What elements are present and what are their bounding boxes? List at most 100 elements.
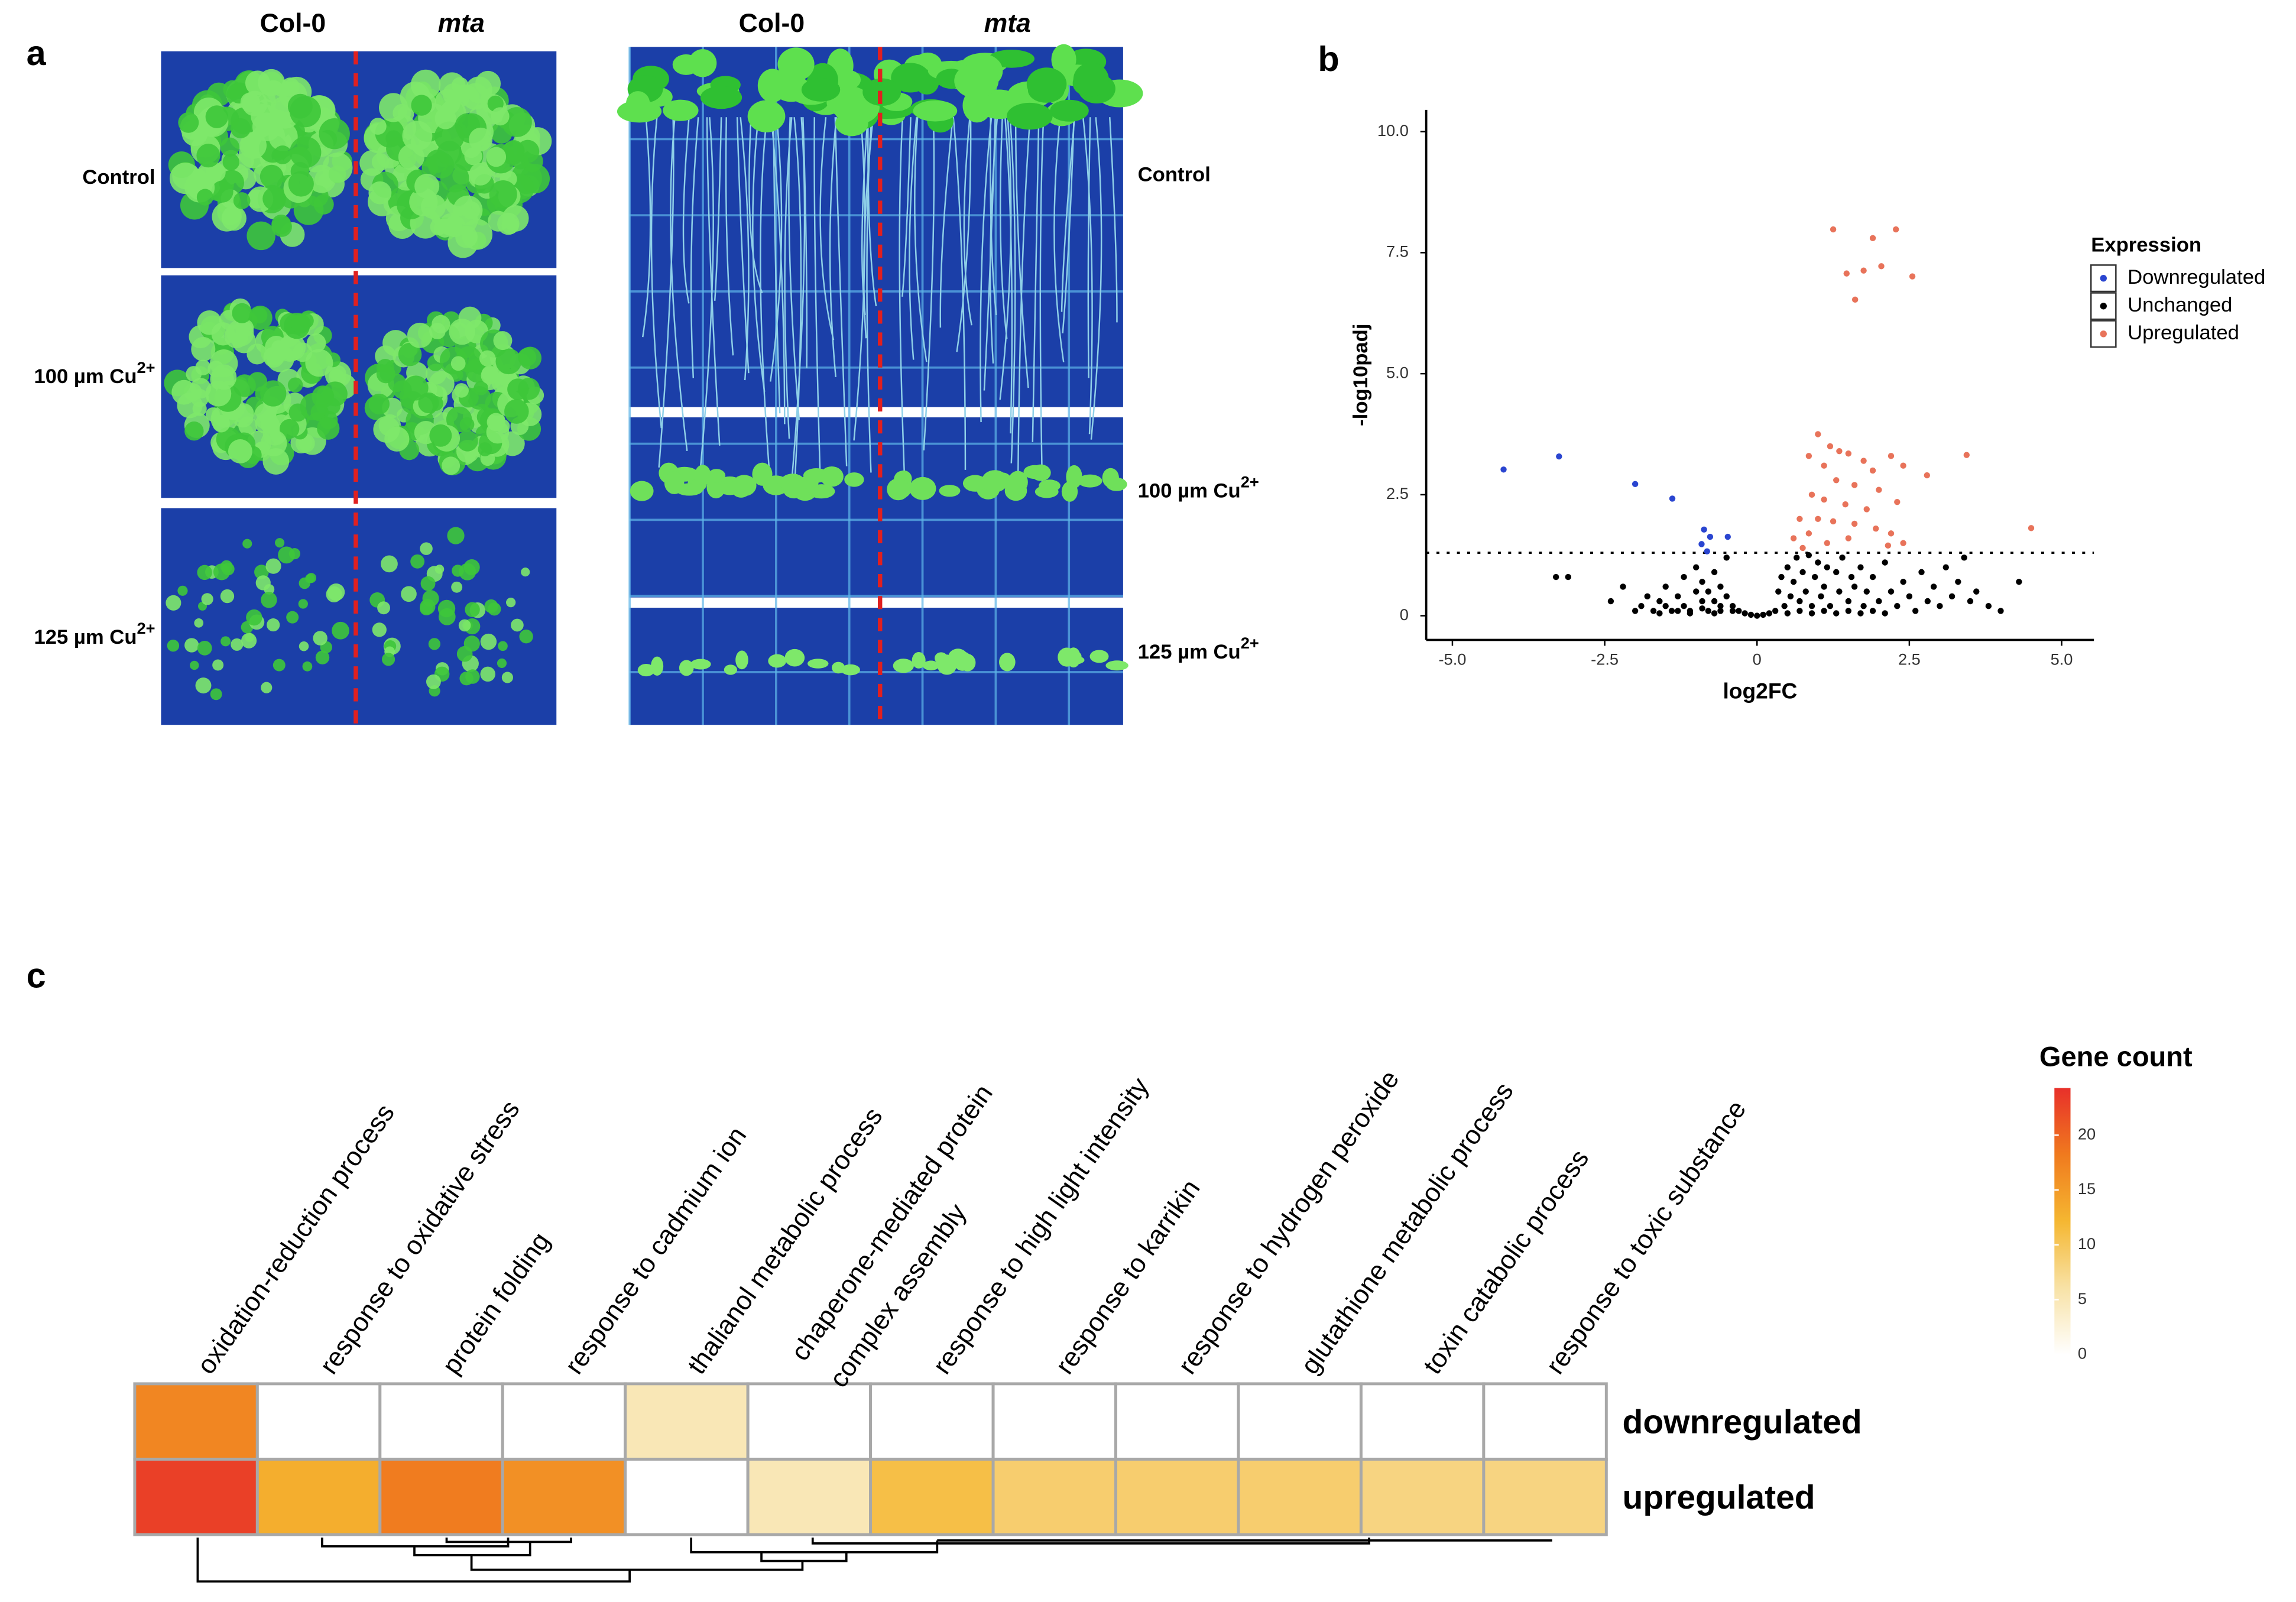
point (1754, 612, 1760, 619)
leaf (893, 659, 914, 673)
seedling (191, 337, 216, 362)
seedling (489, 180, 517, 209)
root (956, 117, 972, 352)
seedling (251, 307, 268, 324)
seedling (196, 144, 220, 168)
seedling (205, 380, 232, 407)
seedling (393, 380, 412, 400)
seedling (239, 132, 267, 159)
point (1772, 608, 1779, 614)
seedling (322, 153, 353, 183)
point (1790, 579, 1797, 585)
row-label: downregulated (1623, 1403, 1862, 1441)
point (1675, 608, 1681, 614)
root (1061, 117, 1076, 312)
point (1882, 610, 1888, 617)
colorbar-tick-label: 5 (2078, 1289, 2087, 1308)
point (1565, 573, 1571, 581)
seedling (247, 343, 268, 365)
colorbar-tick-label: 10 (2078, 1234, 2096, 1253)
seedling (439, 213, 462, 236)
point (1824, 564, 1830, 570)
root (813, 117, 821, 480)
x-tick-label: -2.5 (1591, 650, 1619, 668)
root (914, 117, 928, 362)
seedling (437, 599, 456, 618)
point (1851, 520, 1858, 527)
seedling (177, 585, 188, 596)
column-label: Col-0 (739, 9, 805, 38)
x-tick-label: 5.0 (2051, 650, 2073, 668)
seedling (428, 638, 440, 650)
point (1833, 477, 1840, 484)
leaf (1050, 99, 1089, 122)
heatmap-cell (501, 1457, 627, 1536)
leaf (808, 659, 829, 669)
seedling (231, 638, 244, 651)
leaf (637, 663, 655, 677)
seedling (447, 527, 465, 544)
seedling (267, 618, 280, 632)
seedling (478, 442, 492, 456)
seedling (368, 393, 390, 415)
seedling (233, 403, 254, 424)
point (1848, 573, 1855, 581)
seedling (288, 548, 300, 560)
point (1851, 482, 1858, 488)
heatmap-cell (746, 1382, 873, 1461)
seedling (501, 216, 519, 235)
seedling (327, 583, 345, 601)
point (1869, 608, 1876, 614)
point (1833, 610, 1840, 617)
point (1808, 610, 1815, 617)
panel-label: c (27, 955, 46, 995)
seedling (291, 314, 311, 334)
point (2016, 579, 2022, 585)
root (706, 117, 721, 446)
point (1888, 588, 1895, 595)
point (1924, 472, 1930, 479)
column-label: glutathione metabolic process (1295, 1077, 1519, 1379)
seedling (401, 586, 417, 602)
seedling (495, 348, 522, 375)
heatmap-cell (1237, 1382, 1363, 1461)
leaf (844, 472, 864, 487)
seedling (261, 682, 273, 693)
point (1973, 588, 1980, 595)
point (1918, 569, 1925, 576)
root (939, 117, 954, 328)
point (1839, 554, 1846, 561)
seedling (486, 420, 510, 444)
root (748, 117, 763, 294)
point (1805, 552, 1812, 559)
seedling (414, 173, 440, 199)
seedling (328, 369, 345, 385)
seedling (273, 659, 286, 672)
point (1869, 235, 1876, 242)
root (1053, 117, 1065, 362)
heatmap-cell (378, 1457, 504, 1536)
leaf (803, 468, 829, 483)
heatmap-cell (133, 1457, 259, 1536)
point (1860, 267, 1867, 274)
heatmap-cell (991, 1457, 1117, 1536)
seedling (212, 202, 242, 232)
leaf (1073, 62, 1109, 97)
legend-label: Unchanged (2128, 294, 2232, 316)
root (714, 117, 722, 301)
seedling (378, 93, 408, 122)
point (1882, 559, 1888, 566)
point (1662, 603, 1669, 609)
seedling (384, 426, 410, 452)
root (736, 117, 750, 374)
point (1775, 588, 1782, 595)
seedling (402, 121, 433, 151)
seedling (184, 421, 204, 441)
seedling (488, 602, 501, 616)
root (989, 117, 998, 364)
leaf (832, 661, 845, 674)
row-label-text: 100 µm Cu (1138, 480, 1241, 502)
root (1009, 117, 1016, 463)
colorbar-tick-label: 15 (2078, 1179, 2096, 1198)
point (2028, 525, 2035, 531)
